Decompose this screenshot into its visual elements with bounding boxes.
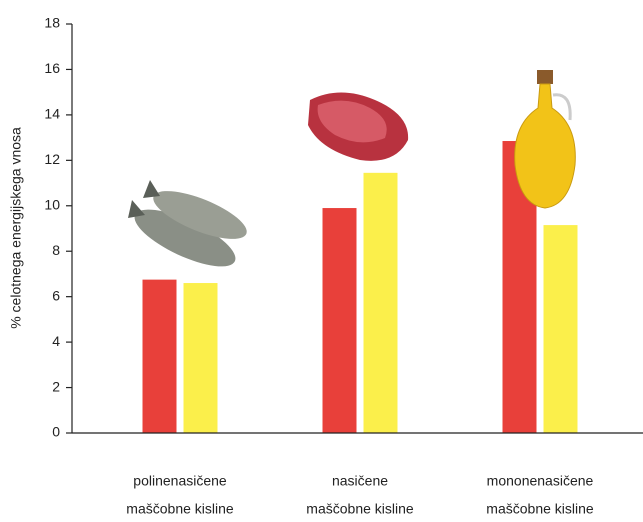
oil-bottle-illustration [514, 70, 576, 209]
y-axis-label: % celotnega energijskega vnosa [8, 127, 24, 329]
y-tick-label: 12 [44, 151, 60, 167]
y-tick-label: 6 [52, 287, 60, 303]
x-tick-label: polinenasičene [133, 473, 227, 489]
y-tick-label: 16 [44, 60, 60, 76]
y-tick-label: 8 [52, 242, 60, 258]
x-tick-label: maščobne kisline [486, 501, 594, 517]
meat-illustration [308, 92, 409, 161]
y-tick-label: 4 [52, 333, 60, 349]
x-tick-label: nasičene [332, 473, 388, 489]
bar [322, 208, 357, 433]
x-tick-label: maščobne kisline [126, 501, 234, 517]
y-tick-label: 18 [44, 15, 60, 31]
y-tick-label: 14 [44, 106, 60, 122]
x-tick-label: mononenasičene [487, 473, 594, 489]
bar [363, 172, 398, 433]
fish-illustration [128, 180, 247, 267]
y-tick-label: 10 [44, 196, 60, 212]
bar [142, 279, 177, 433]
bar [543, 225, 578, 433]
y-tick-label: 0 [52, 424, 60, 440]
y-tick-label: 2 [52, 378, 60, 394]
x-tick-label: maščobne kisline [306, 501, 414, 517]
bar [183, 283, 218, 433]
